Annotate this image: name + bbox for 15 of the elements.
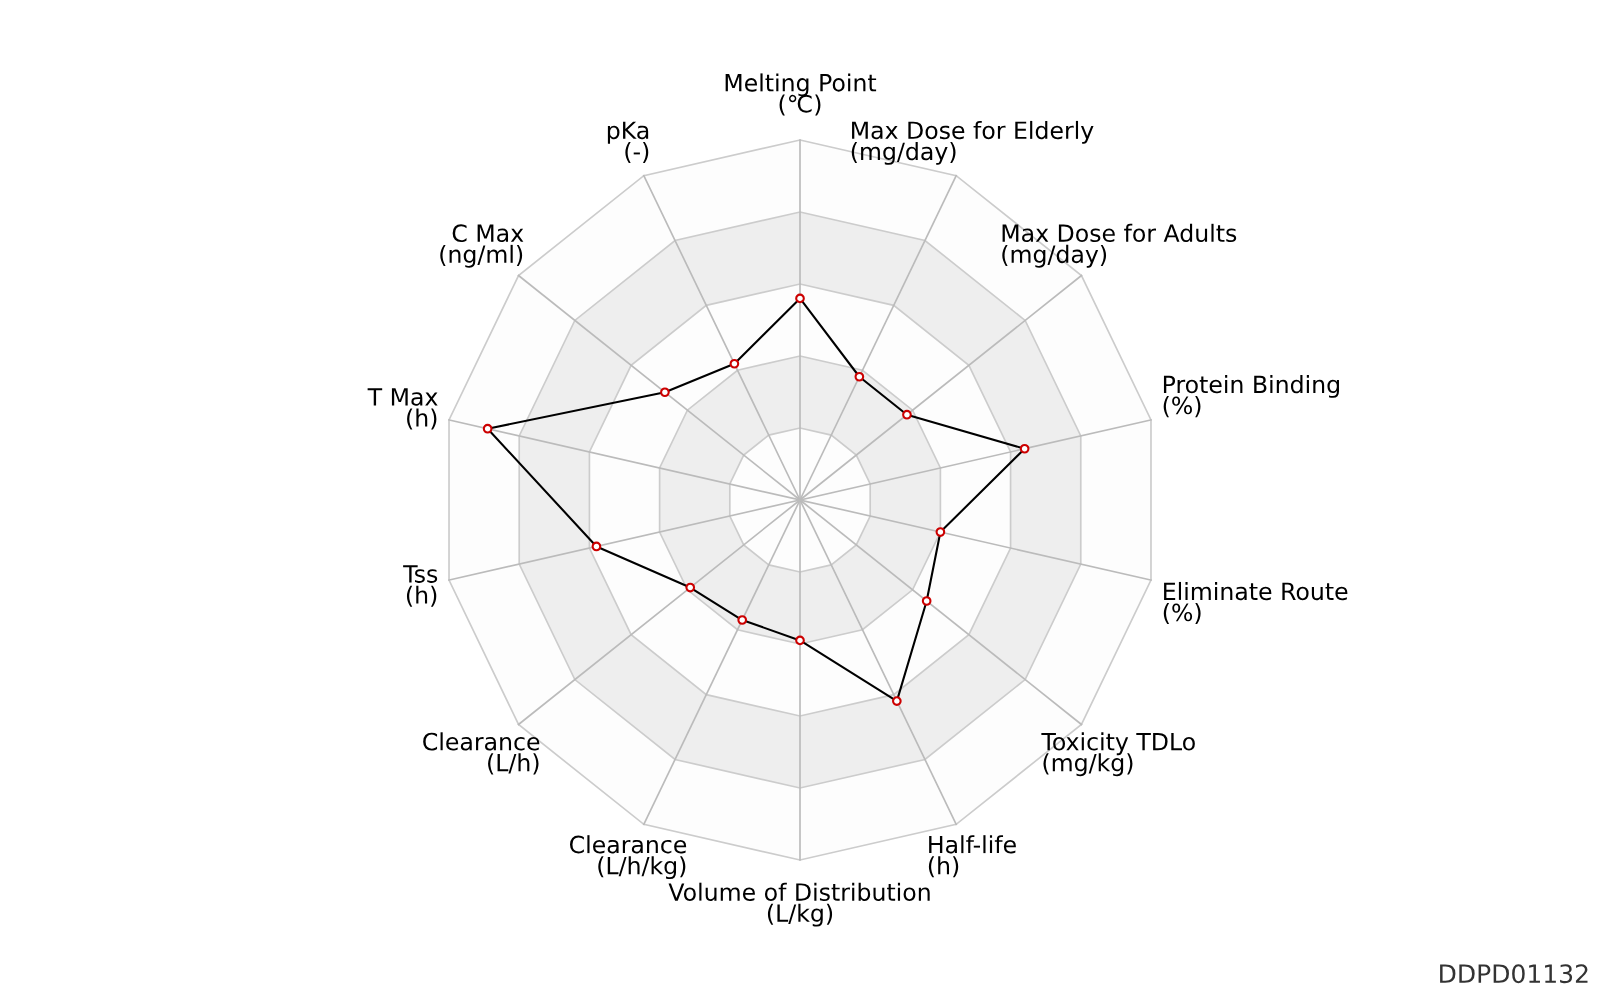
spoke-label: T Max (h) [367,388,438,430]
spoke-label: Volume of Distribution (L/kg) [668,882,930,927]
spoke-label: Toxicity TDLo (mg/kg) [1041,732,1195,777]
spoke-label: pKa (-) [607,121,649,164]
spoke-label: Clearance (L/h/kg) [569,835,687,880]
spoke-label: Half-life (h) [928,835,1016,878]
spoke-label: Protein Binding (%) [1163,375,1339,418]
spoke-label: Clearance (L/h) [423,732,540,775]
spoke-label: Tss (h) [403,565,438,607]
text: DDPD01132 [1440,964,1588,984]
spoke-label: Max Dose for Adults (mg/day) [1002,223,1237,268]
spoke-label: Eliminate Route (%) [1163,581,1348,625]
spoke-label: C Max (ng/ml) [440,224,524,268]
spoke-label: Melting Point (℃) [725,73,877,116]
spoke-label: Max Dose for Elderly (mg/day) [851,120,1094,165]
